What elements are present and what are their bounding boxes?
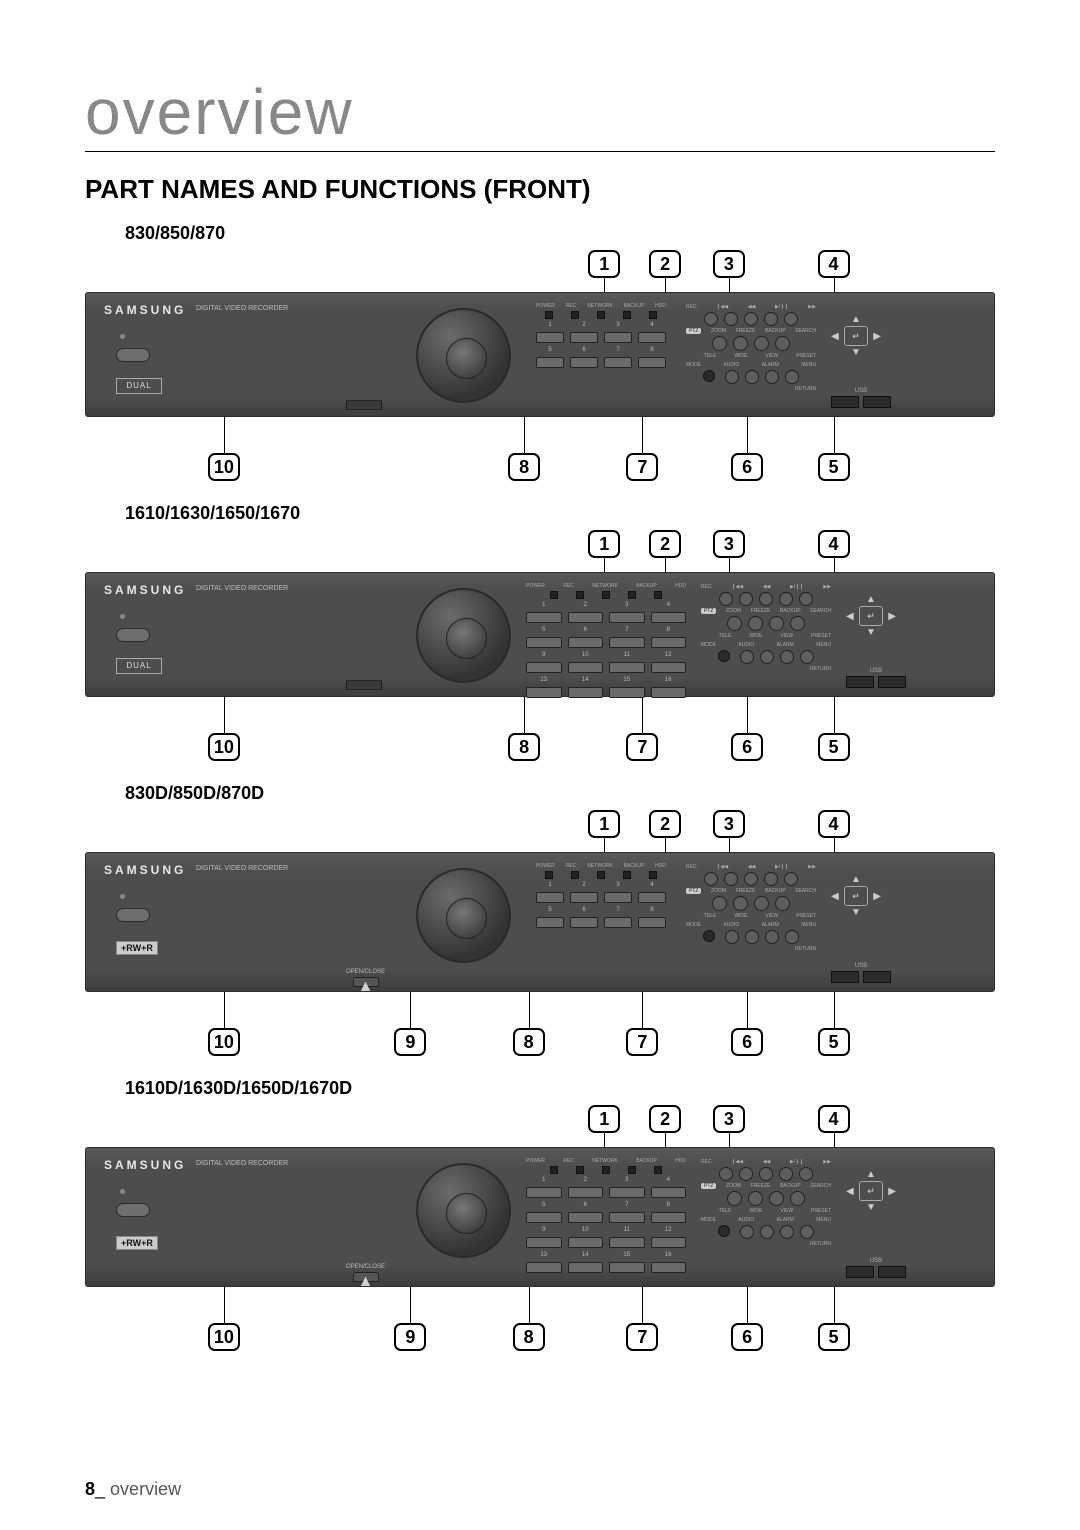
ch-button[interactable] (536, 332, 564, 343)
page-footer: 8_ overview (85, 1479, 181, 1500)
enter-button[interactable]: ↵ (844, 326, 868, 346)
up-arrow-icon[interactable]: ▲ (831, 315, 881, 324)
down-arrow-icon[interactable]: ▼ (831, 348, 881, 357)
callout-3: 3 (713, 250, 745, 278)
usb-port[interactable] (863, 396, 891, 408)
callout-8: 8 (508, 453, 540, 481)
callout-1: 1 (588, 250, 620, 278)
device-b: SAMSUNG DIGITAL VIDEO RECORDER DUAL POWE… (85, 572, 995, 697)
page-title: overview (85, 75, 995, 152)
power-button[interactable] (116, 348, 150, 362)
callout-7: 7 (626, 453, 658, 481)
eject-area: OPEN/CLOSE ▲ (346, 969, 385, 987)
model-label-b: 1610/1630/1650/1670 (125, 503, 995, 524)
tray-slot (346, 400, 382, 410)
left-arrow-icon[interactable]: ◀ (831, 332, 839, 341)
right-arrow-icon[interactable]: ▶ (873, 332, 881, 341)
device-block-d: 1 2 3 4 SAMSUNG DIGITAL VIDEO RECORDER +… (85, 1105, 995, 1365)
device-c: SAMSUNG DIGITAL VIDEO RECORDER +RW+R OPE… (85, 852, 995, 992)
model-label-a: 830/850/870 (125, 223, 995, 244)
usb-area: USB (826, 388, 896, 408)
brand-label: SAMSUNG (104, 303, 186, 317)
power-area (116, 328, 166, 362)
eject-button[interactable]: ▲ (353, 977, 379, 987)
callout-6: 6 (731, 453, 763, 481)
dual-badge: DUAL (116, 378, 162, 394)
callout-4: 4 (818, 250, 850, 278)
channel-keys-16: POWERRECNETWORKBACKUPHDD 1234 5678 91011… (526, 583, 686, 698)
rw-badge: +RW+R (116, 938, 158, 956)
device-block-c: 1 2 3 4 SAMSUNG DIGITAL VIDEO RECORDER +… (85, 810, 995, 1070)
device-block-b: 1 2 3 4 SAMSUNG DIGITAL VIDEO RECORDER D… (85, 530, 995, 775)
callout-row-bottom: 10 8 7 6 5 (85, 453, 995, 495)
brand-subtitle: DIGITAL VIDEO RECORDER (196, 305, 288, 312)
dpad[interactable]: ▲ ◀ ↵ ▶ ▼ (831, 315, 881, 357)
channel-keys: POWERRECNETWORKBACKUPHDD 1234 5678 (536, 303, 666, 368)
jog-dial[interactable] (416, 308, 511, 403)
usb-port[interactable] (831, 396, 859, 408)
model-label-c: 830D/850D/870D (125, 783, 995, 804)
callout-row-top: 1 2 3 4 (85, 250, 995, 292)
device-a: SAMSUNG DIGITAL VIDEO RECORDER DUAL POWE… (85, 292, 995, 417)
page-number: 8 (85, 1479, 95, 1499)
callout-2: 2 (649, 250, 681, 278)
device-d: SAMSUNG DIGITAL VIDEO RECORDER +RW+R OPE… (85, 1147, 995, 1287)
model-label-d: 1610D/1630D/1650D/1670D (125, 1078, 995, 1099)
callout-5: 5 (818, 453, 850, 481)
device-block-a: 1 2 3 4 SAMSUNG DIGITAL VIDEO RECORDER D… (85, 250, 995, 495)
callout-10: 10 (208, 453, 240, 481)
rec-button[interactable] (704, 312, 718, 326)
control-panel: REC❙◀◀◀◀▶/❙❙▶▶ PTZZOOMFREEZEBACKUPSEARCH… (686, 303, 816, 392)
section-heading: PART NAMES AND FUNCTIONS (FRONT) (85, 174, 995, 205)
